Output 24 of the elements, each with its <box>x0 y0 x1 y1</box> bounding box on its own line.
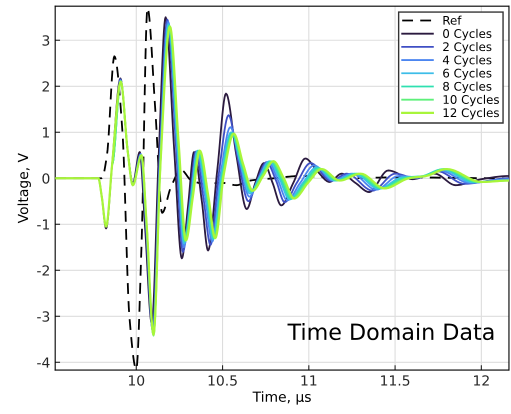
legend-label: 4 Cycles <box>442 55 492 67</box>
y-tick-label: -3 <box>37 311 50 322</box>
x-tick-label: 11.5 <box>381 375 410 386</box>
legend-label: 0 Cycles <box>443 28 492 40</box>
y-tick-label: -1 <box>37 219 50 230</box>
x-tick-label: 10 <box>128 375 144 386</box>
legend-label: 12 Cycles <box>444 108 499 120</box>
legend-label: 2 Cycles <box>443 42 492 54</box>
legend-label: 6 Cycles <box>443 68 492 80</box>
y-tick-label: -2 <box>37 265 49 276</box>
x-tick-label: 12 <box>474 375 489 386</box>
y-tick-label: 3 <box>42 35 50 46</box>
y-tick-label: 0 <box>42 173 50 184</box>
x-axis-title: Time, μs <box>252 391 311 405</box>
y-tick-label: 2 <box>42 81 49 92</box>
annotation: Time Domain Data <box>287 322 494 340</box>
x-tick-label: 10.5 <box>208 375 237 386</box>
y-tick-label: 1 <box>43 127 50 138</box>
legend-label: 10 Cycles <box>444 94 499 106</box>
y-axis-title: Voltage, V <box>17 153 31 224</box>
legend-label: 8 Cycles <box>443 82 492 94</box>
legend-label: Ref <box>443 16 462 25</box>
x-tick-label: 11 <box>302 375 316 386</box>
y-tick-label: -4 <box>37 357 50 368</box>
